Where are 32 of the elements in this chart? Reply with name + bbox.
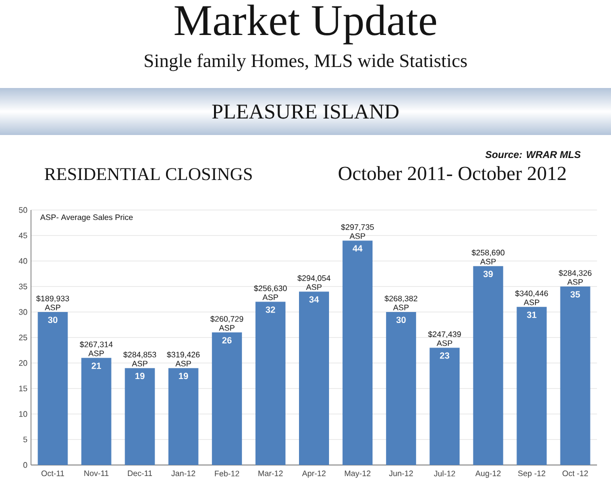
bar	[38, 312, 68, 465]
data-label: 26	[222, 337, 232, 344]
bar	[386, 312, 416, 465]
bar	[81, 358, 112, 465]
bar	[124, 368, 155, 465]
bar	[255, 302, 286, 465]
data-label: 44	[352, 245, 362, 252]
text: October 2011- October 2012	[338, 166, 566, 180]
data-label: 35	[570, 291, 580, 298]
bar	[212, 332, 242, 465]
data-label: 30	[48, 316, 58, 324]
data-label: 31	[526, 312, 536, 318]
bar	[516, 306, 547, 465]
data-label: 19	[178, 372, 188, 380]
bar	[342, 240, 373, 465]
data-label: 21	[92, 362, 102, 369]
data-label: 23	[440, 352, 450, 359]
data-label: 30	[396, 316, 406, 324]
data-label: 19	[135, 372, 145, 380]
bar	[299, 292, 330, 465]
bar	[168, 368, 198, 465]
bar	[430, 348, 460, 465]
text: RESIDENTIAL CLOSINGS	[44, 168, 252, 180]
bar	[560, 286, 590, 465]
source-note: Source: WRAR MLS	[485, 151, 581, 158]
data-label: 34	[309, 296, 319, 303]
data-label: 32	[266, 306, 276, 313]
text: PLEASURE ISLAND	[212, 104, 399, 119]
chart-title: Market Update	[174, 4, 436, 44]
data-label: 39	[483, 270, 493, 278]
chart-subtitle: Single family Homes, MLS wide Statistics	[144, 54, 467, 72]
bar	[473, 266, 504, 465]
